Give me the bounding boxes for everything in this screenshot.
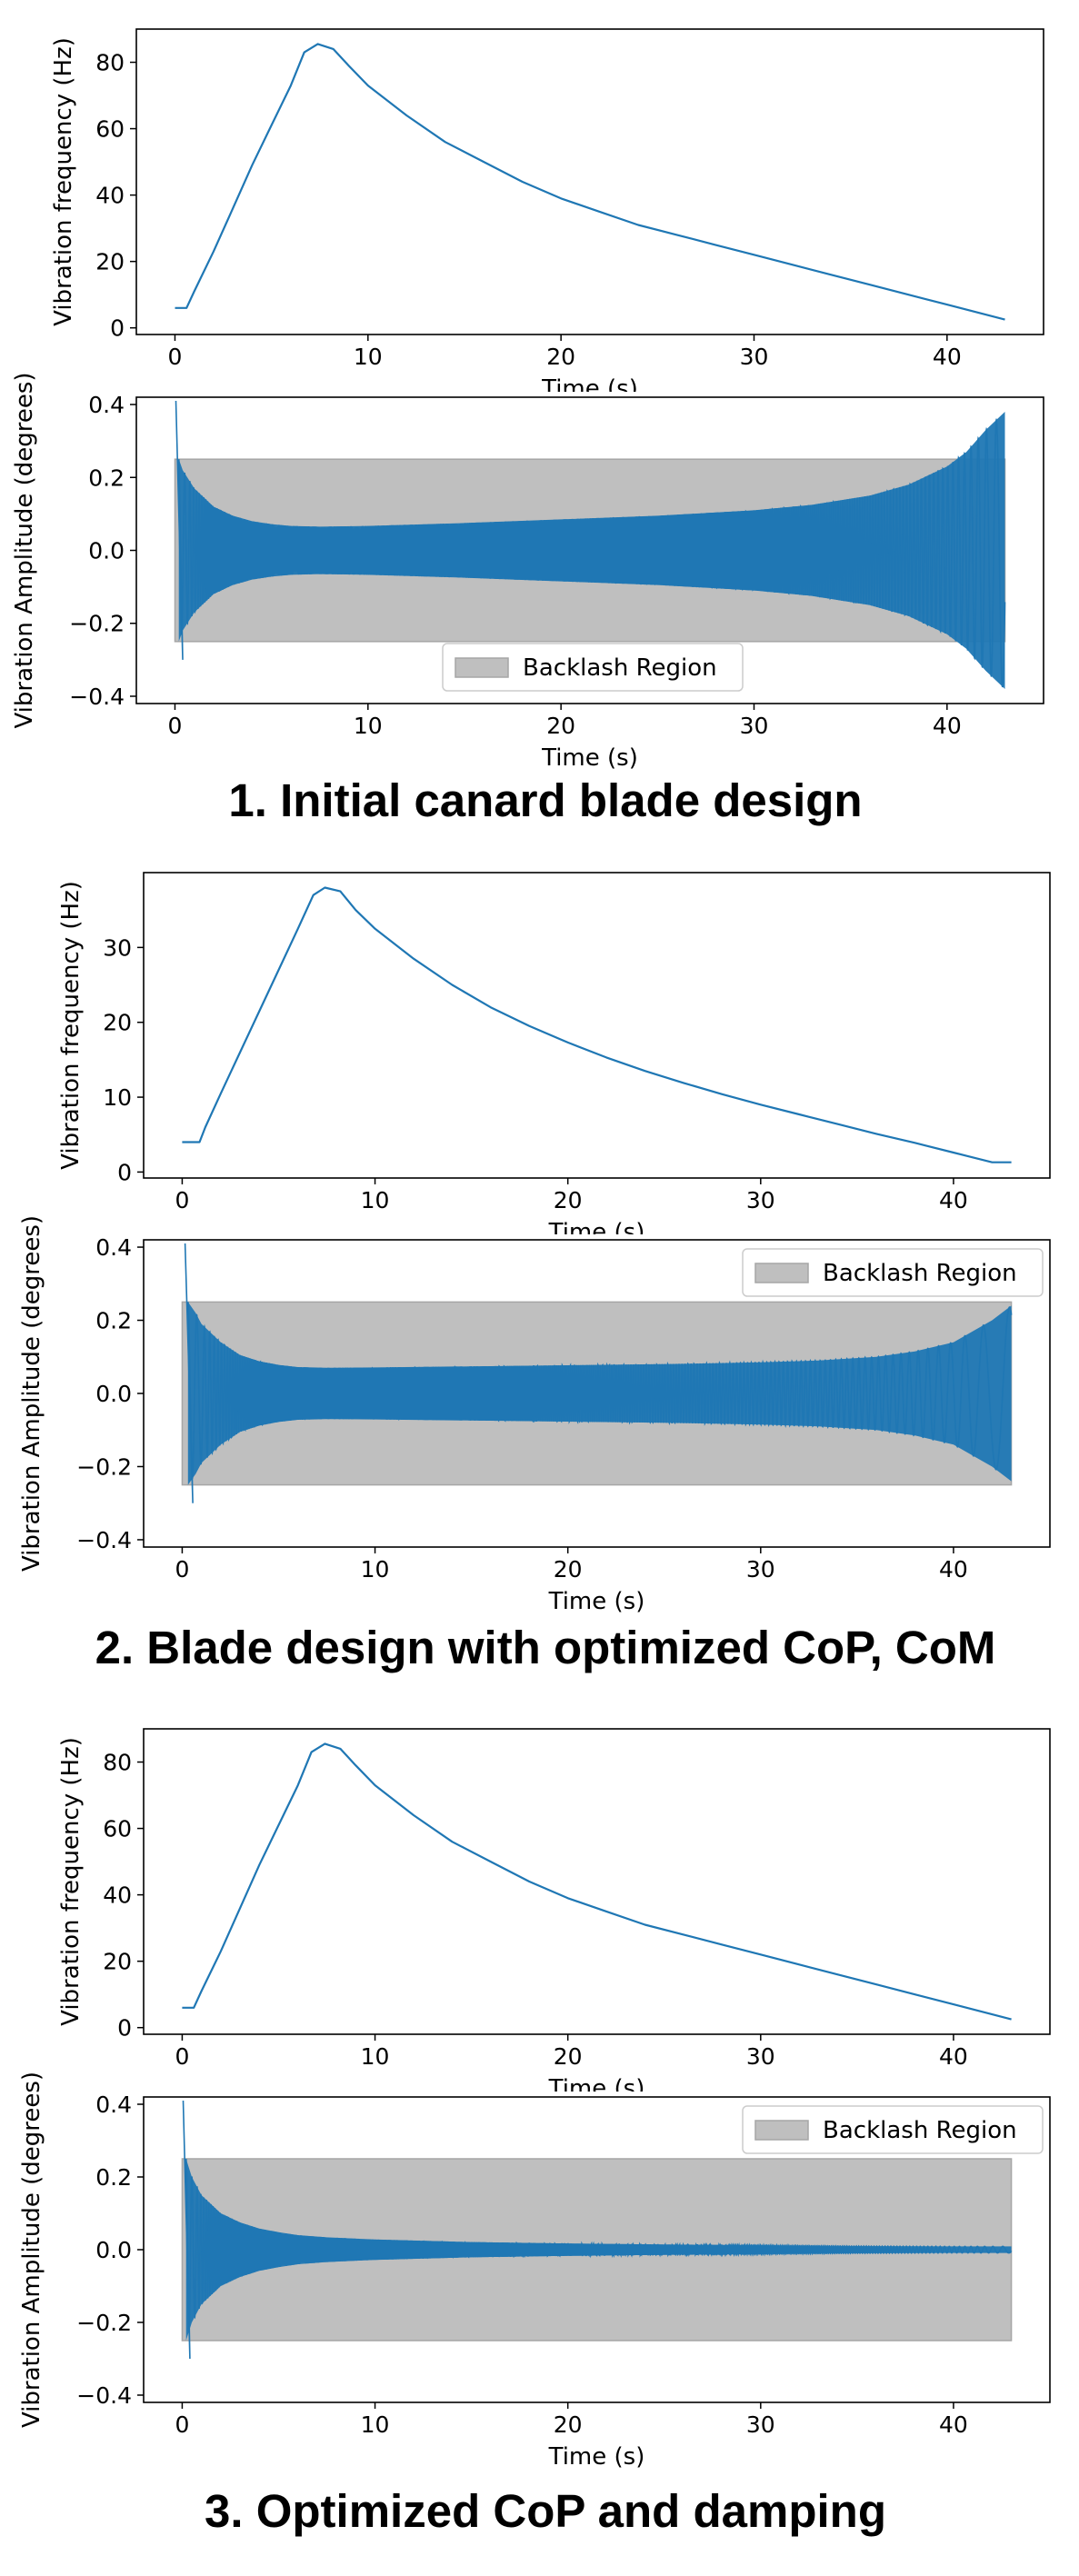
- x-tick-label: 20: [554, 2043, 583, 2070]
- frequency-line: [175, 43, 1005, 321]
- y-tick-label: −0.2: [76, 1453, 132, 1480]
- y-tick-label: 10: [103, 1084, 132, 1111]
- x-tick-label: 0: [168, 344, 183, 370]
- legend: Backlash Region: [742, 1248, 1044, 1297]
- y-tick-label: 20: [95, 249, 125, 275]
- y-tick-label: 0.4: [95, 2092, 132, 2118]
- y-tick-label: 0.4: [88, 392, 125, 418]
- amplitude-plot: 0 10 20 30 40 −0.4 −0.2 0.0 0.2 0.4 Time (s) Vibrat…: [18, 2072, 1051, 2471]
- x-tick-label: 40: [933, 713, 962, 739]
- x-tick-label: 30: [746, 1187, 775, 1213]
- x-tick-label: 30: [746, 2411, 775, 2438]
- legend-swatch: [455, 657, 509, 678]
- x-tick-label: 40: [933, 344, 962, 370]
- section-title: 1. Initial canard blade design: [228, 774, 862, 826]
- y-tick-label: 0.0: [95, 1381, 132, 1407]
- x-tick-label: 10: [361, 2043, 390, 2070]
- amplitude-line: [182, 2100, 1013, 2360]
- legend-box: [742, 2105, 1044, 2154]
- y-axis-label: Vibration frequency (Hz): [57, 1737, 85, 2026]
- x-tick-label: 0: [168, 713, 183, 739]
- y-tick-label: 80: [95, 50, 125, 76]
- section-title: 2. Blade design with optimized CoP, CoM: [95, 1622, 996, 1673]
- x-tick-label: 20: [546, 713, 575, 739]
- y-tick-label: 0.2: [95, 1308, 132, 1334]
- amplitude-line: [175, 400, 1006, 688]
- legend: Backlash Region: [442, 643, 744, 692]
- legend-label: Backlash Region: [823, 2117, 1017, 2144]
- y-axis-label: Vibration Amplitude (degrees): [18, 2072, 45, 2428]
- x-tick-label: 40: [939, 1556, 968, 1583]
- y-tick-label: 0.0: [88, 538, 125, 564]
- y-tick-label: −0.2: [76, 2310, 132, 2336]
- x-axis-label: Time (s): [548, 2443, 645, 2471]
- y-tick-label: 40: [103, 1882, 132, 1909]
- x-tick-label: 10: [361, 2411, 390, 2438]
- y-tick-label: −0.4: [69, 684, 125, 710]
- x-tick-label: 10: [354, 713, 383, 739]
- x-tick-label: 20: [554, 2411, 583, 2438]
- y-tick-label: 0: [117, 2015, 132, 2042]
- y-tick-label: 60: [95, 116, 125, 143]
- y-tick-label: −0.4: [76, 2382, 132, 2409]
- y-tick-label: 0: [110, 315, 125, 342]
- y-tick-label: −0.2: [69, 611, 125, 637]
- x-tick-label: 0: [175, 2043, 189, 2070]
- y-tick-label: 0: [117, 1159, 132, 1185]
- x-tick-label: 10: [354, 344, 383, 370]
- x-axis-label: Time (s): [548, 1588, 645, 1615]
- x-tick-label: 0: [175, 1187, 189, 1213]
- y-tick-label: 0.2: [95, 2164, 132, 2191]
- y-axis-label: Vibration frequency (Hz): [50, 37, 77, 326]
- legend-box: [742, 1248, 1044, 1297]
- y-axis-label: Vibration Amplitude (degrees): [18, 1215, 45, 1572]
- y-tick-label: 30: [103, 934, 132, 961]
- x-tick-label: 30: [740, 344, 769, 370]
- amplitude-plot: 0 10 20 30 40 −0.4 −0.2 0.0 0.2 0.4 Time (s) Vibrat…: [11, 372, 1044, 772]
- y-tick-label: 80: [103, 1750, 132, 1776]
- y-tick-label: 0.4: [95, 1234, 132, 1261]
- amplitude-line: [184, 1243, 1013, 1503]
- frequency-line: [182, 886, 1012, 1163]
- x-tick-label: 30: [740, 713, 769, 739]
- x-tick-label: 20: [554, 1556, 583, 1583]
- x-tick-label: 30: [746, 1556, 775, 1583]
- x-tick-label: 40: [939, 2043, 968, 2070]
- x-tick-label: 20: [554, 1187, 583, 1213]
- axes-frame: [135, 28, 1044, 335]
- y-tick-label: 0.0: [95, 2237, 132, 2263]
- legend-swatch: [754, 1263, 809, 1283]
- amplitude-plot: 0 10 20 30 40 −0.4 −0.2 0.0 0.2 0.4 Time (s) Vibrat…: [18, 1215, 1051, 1615]
- x-tick-label: 40: [939, 2411, 968, 2438]
- y-tick-label: 0.2: [88, 464, 125, 491]
- axes-frame: [143, 1728, 1051, 2035]
- legend-swatch: [754, 2120, 809, 2141]
- legend-label: Backlash Region: [823, 1260, 1017, 1287]
- x-tick-label: 0: [175, 1556, 189, 1583]
- x-tick-label: 40: [939, 1187, 968, 1213]
- legend-label: Backlash Region: [523, 654, 717, 682]
- y-tick-label: 20: [103, 1010, 132, 1036]
- x-axis-label: Time (s): [541, 744, 638, 772]
- section-title: 3. Optimized CoP and damping: [205, 2485, 886, 2537]
- y-tick-label: 60: [103, 1816, 132, 1842]
- legend-box: [442, 643, 744, 692]
- x-tick-label: 20: [546, 344, 575, 370]
- axes-frame: [143, 872, 1051, 1179]
- x-tick-label: 0: [175, 2411, 189, 2438]
- y-tick-label: 20: [103, 1949, 132, 1975]
- y-tick-label: −0.4: [76, 1527, 132, 1553]
- legend: Backlash Region: [742, 2105, 1044, 2154]
- x-tick-label: 10: [361, 1556, 390, 1583]
- x-tick-label: 30: [746, 2043, 775, 2070]
- x-tick-label: 10: [361, 1187, 390, 1213]
- y-tick-label: 40: [95, 183, 125, 209]
- frequency-line: [182, 1742, 1012, 2021]
- y-axis-label: Vibration frequency (Hz): [57, 881, 85, 1170]
- y-axis-label: Vibration Amplitude (degrees): [11, 372, 38, 728]
